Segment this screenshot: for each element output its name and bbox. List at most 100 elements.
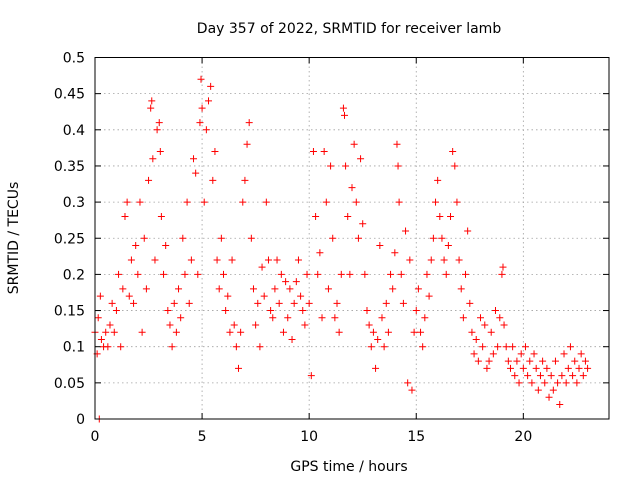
grid — [95, 57, 609, 419]
data-point — [222, 307, 230, 315]
data-point — [504, 357, 512, 365]
data-point — [148, 97, 156, 105]
data-point — [575, 364, 583, 372]
data-point — [335, 328, 343, 336]
data-point — [556, 401, 564, 409]
data-point — [472, 335, 480, 343]
data-point — [365, 321, 373, 329]
data-point — [234, 364, 242, 372]
data-point — [539, 357, 547, 365]
data-point — [324, 285, 332, 293]
y-tick-label: 0.2 — [63, 267, 85, 283]
data-point — [554, 379, 562, 387]
data-point — [286, 285, 294, 293]
data-point — [254, 299, 262, 307]
data-point — [301, 321, 309, 329]
data-point — [376, 241, 384, 249]
data-point — [156, 147, 164, 155]
data-point — [419, 343, 427, 351]
data-point — [273, 256, 281, 264]
data-point — [521, 343, 529, 351]
data-point — [211, 147, 219, 155]
data-point — [579, 372, 587, 380]
data-point — [153, 126, 161, 134]
data-point — [395, 198, 403, 206]
data-point — [584, 364, 592, 372]
data-point — [106, 321, 114, 329]
data-point — [157, 213, 165, 221]
data-point — [232, 343, 240, 351]
data-point — [380, 343, 388, 351]
data-point — [558, 372, 566, 380]
data-point — [408, 386, 416, 394]
data-point — [121, 213, 129, 221]
data-point — [440, 256, 448, 264]
data-point — [369, 328, 377, 336]
data-point — [341, 111, 349, 119]
x-tick-label: 10 — [300, 429, 318, 445]
data-point — [352, 198, 360, 206]
data-point — [543, 364, 551, 372]
data-point — [198, 104, 206, 112]
data-point — [115, 270, 123, 278]
data-point — [382, 299, 390, 307]
data-point — [536, 372, 544, 380]
data-point — [309, 147, 317, 155]
data-point — [425, 292, 433, 300]
data-point — [494, 343, 502, 351]
data-point — [457, 285, 465, 293]
data-point — [412, 307, 420, 315]
data-point — [305, 299, 313, 307]
data-point — [269, 314, 277, 322]
data-point — [378, 314, 386, 322]
data-point — [112, 307, 120, 315]
data-point — [104, 343, 112, 351]
data-point — [205, 97, 213, 105]
data-point — [432, 198, 440, 206]
data-point — [164, 307, 172, 315]
data-point — [155, 119, 163, 127]
data-point — [506, 364, 514, 372]
y-tick-label: 0.3 — [63, 195, 85, 211]
y-tick-label: 0.05 — [54, 376, 85, 392]
data-point — [447, 213, 455, 221]
data-point — [136, 198, 144, 206]
data-point — [573, 379, 581, 387]
data-point — [110, 328, 118, 336]
x-tick-label: 20 — [514, 429, 532, 445]
data-point — [394, 162, 402, 170]
data-point — [541, 379, 549, 387]
data-point — [429, 234, 437, 242]
data-point — [331, 314, 339, 322]
data-point — [318, 314, 326, 322]
data-point — [127, 256, 135, 264]
y-tick-label: 0.35 — [54, 159, 85, 175]
data-point — [562, 379, 570, 387]
data-point — [524, 372, 532, 380]
data-point — [466, 299, 474, 307]
data-point — [123, 198, 131, 206]
data-point — [489, 350, 497, 358]
data-point — [464, 227, 472, 235]
data-point — [329, 234, 337, 242]
data-point — [359, 220, 367, 228]
data-point — [145, 176, 153, 184]
data-point — [423, 270, 431, 278]
data-point — [256, 343, 264, 351]
data-point — [96, 292, 104, 300]
data-point — [151, 256, 159, 264]
data-point — [183, 198, 191, 206]
data-point — [410, 328, 418, 336]
data-point — [498, 270, 506, 278]
data-point — [230, 321, 238, 329]
data-point — [468, 328, 476, 336]
data-point — [271, 285, 279, 293]
data-point — [125, 292, 133, 300]
data-point — [569, 372, 577, 380]
plot-frame — [94, 57, 610, 420]
data-point — [526, 357, 534, 365]
data-point — [436, 213, 444, 221]
data-point — [239, 198, 247, 206]
data-point — [427, 256, 435, 264]
data-point — [346, 270, 354, 278]
